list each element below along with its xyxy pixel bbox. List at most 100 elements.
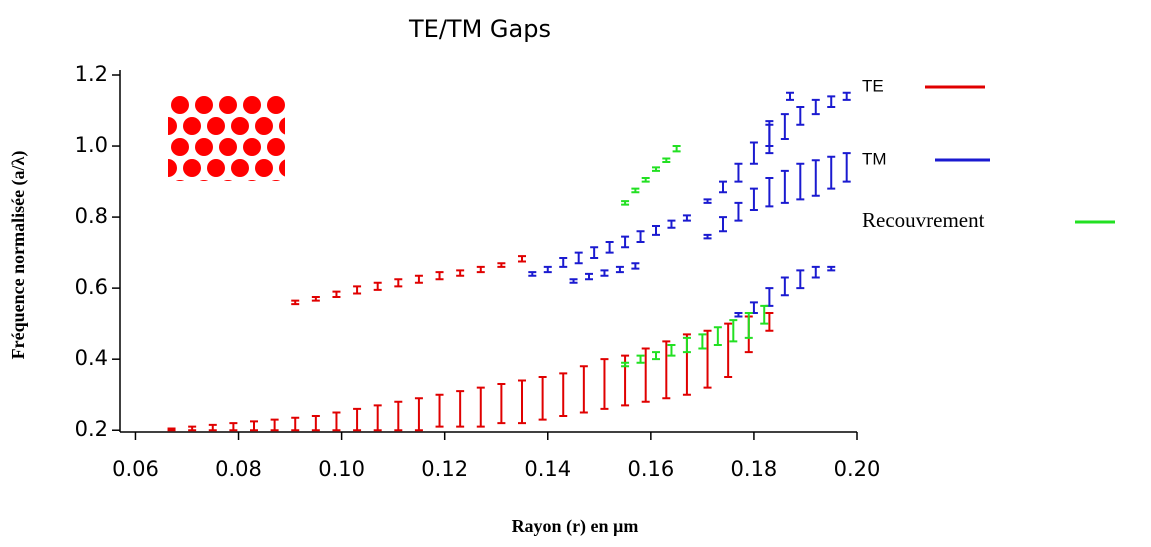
gap-bar bbox=[636, 230, 645, 243]
gap-bar bbox=[250, 420, 258, 432]
gap-bar bbox=[641, 177, 650, 183]
gap-bar bbox=[631, 187, 640, 194]
gap-bar bbox=[682, 214, 691, 222]
gap-bar bbox=[291, 299, 300, 306]
gap-bar bbox=[543, 265, 552, 274]
gap-bar bbox=[518, 255, 526, 263]
x-tick-label: 0.10 bbox=[318, 457, 365, 481]
gap-bar bbox=[811, 265, 820, 279]
gap-bar bbox=[353, 407, 362, 432]
gap-bar bbox=[188, 425, 197, 432]
legend-label: TE bbox=[862, 76, 884, 95]
gap-bar bbox=[744, 312, 753, 339]
gap-bar bbox=[827, 155, 836, 190]
gap-bar bbox=[662, 340, 671, 400]
gap-bar bbox=[703, 329, 712, 389]
gap-bar bbox=[559, 372, 568, 418]
gap-bar bbox=[621, 200, 630, 206]
gap-bar bbox=[435, 271, 444, 281]
gap-bar bbox=[842, 152, 851, 183]
gap-bar bbox=[734, 162, 743, 183]
gap-bar bbox=[605, 240, 614, 254]
gap-bar bbox=[719, 180, 727, 194]
y-tick-label: 0.4 bbox=[75, 346, 108, 370]
gap-bar bbox=[796, 162, 805, 201]
x-tick-label: 0.08 bbox=[215, 457, 262, 481]
gap-bar bbox=[585, 272, 593, 281]
gap-bar bbox=[698, 333, 707, 350]
gap-bar bbox=[373, 404, 382, 432]
gap-bar bbox=[749, 187, 758, 211]
gap-bar bbox=[811, 159, 820, 197]
gap-bar bbox=[780, 276, 789, 297]
gap-bar bbox=[353, 285, 362, 295]
gap-bar bbox=[765, 177, 774, 208]
gap-bar bbox=[780, 113, 789, 140]
gap-bar bbox=[682, 336, 691, 354]
gap-bar bbox=[569, 278, 578, 284]
gap-bar bbox=[456, 390, 465, 428]
gap-bar bbox=[538, 375, 547, 421]
gap-bar bbox=[167, 427, 176, 432]
gap-bar bbox=[600, 358, 609, 410]
gap-bar bbox=[414, 274, 423, 284]
gap-bar bbox=[497, 383, 506, 425]
y-tick-label: 1.2 bbox=[75, 62, 108, 86]
gap-bar bbox=[780, 169, 789, 204]
gap-bar bbox=[786, 91, 794, 101]
legend-label: Recouvrement bbox=[862, 208, 985, 232]
gap-bar bbox=[574, 251, 583, 265]
gap-bar bbox=[641, 347, 650, 403]
x-tick-label: 0.06 bbox=[112, 457, 159, 481]
gap-bar bbox=[724, 322, 733, 378]
gap-bar bbox=[311, 296, 320, 302]
gap-bar bbox=[590, 246, 599, 259]
gap-bar bbox=[667, 343, 676, 357]
y-tick-label: 0.2 bbox=[75, 417, 108, 441]
y-axis-label: Fréquence normalisée (a/λ) bbox=[8, 151, 29, 360]
gap-bar bbox=[713, 326, 722, 346]
gap-bar bbox=[703, 198, 712, 204]
gap-bar bbox=[631, 262, 640, 270]
gap-bar bbox=[672, 145, 681, 153]
gap-bar bbox=[729, 319, 738, 343]
gap-bar bbox=[476, 265, 485, 274]
x-tick-label: 0.12 bbox=[421, 457, 468, 481]
y-tick-label: 0.6 bbox=[75, 275, 108, 299]
gap-bar bbox=[765, 287, 774, 307]
gap-bar bbox=[291, 416, 300, 432]
gap-bar bbox=[765, 312, 774, 332]
gap-bar bbox=[528, 271, 537, 277]
x-tick-label: 0.16 bbox=[627, 457, 674, 481]
y-tick-label: 0.8 bbox=[75, 204, 108, 228]
gap-bar bbox=[719, 216, 727, 233]
gap-bar bbox=[332, 411, 341, 432]
gap-bar bbox=[311, 415, 320, 432]
gap-bar bbox=[827, 95, 836, 108]
gap-bar bbox=[579, 365, 588, 414]
gap-bar bbox=[827, 265, 836, 272]
gap-bar bbox=[652, 351, 660, 361]
chart-title: TE/TM Gaps bbox=[408, 15, 551, 43]
gap-bar bbox=[615, 265, 624, 274]
gap-bar bbox=[765, 123, 774, 155]
gap-bar bbox=[734, 201, 743, 222]
legend-label: TM bbox=[862, 149, 887, 168]
gap-bar bbox=[842, 91, 851, 101]
gap-bar bbox=[667, 219, 676, 229]
gap-bar bbox=[621, 361, 630, 368]
x-axis-label: Rayon (r) en µm bbox=[512, 516, 639, 537]
gap-bar bbox=[749, 301, 758, 314]
gap-bar bbox=[600, 269, 609, 277]
gap-bar bbox=[497, 262, 506, 268]
gap-bar bbox=[621, 235, 630, 249]
gap-bar bbox=[559, 256, 568, 268]
gap-bar bbox=[796, 269, 805, 290]
gap-bar bbox=[394, 400, 403, 432]
gap-bar bbox=[476, 386, 485, 428]
gap-bar bbox=[332, 290, 341, 299]
gap-bar bbox=[229, 422, 238, 432]
gap-bar bbox=[811, 98, 820, 116]
gap-bar bbox=[373, 281, 382, 291]
